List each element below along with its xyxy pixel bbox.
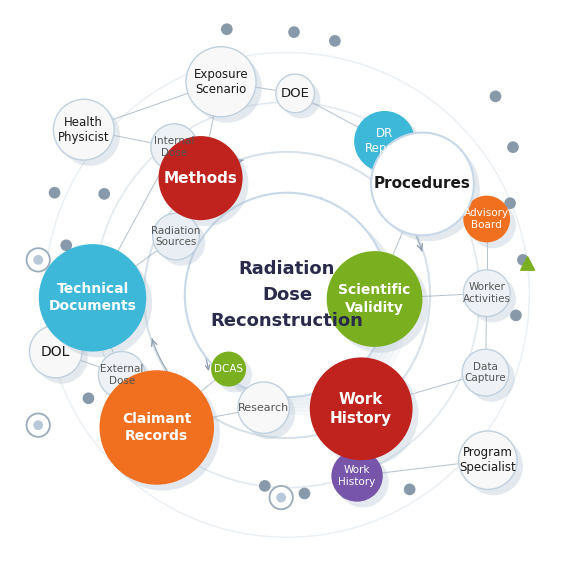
- Circle shape: [34, 255, 43, 265]
- Circle shape: [404, 484, 416, 495]
- Circle shape: [354, 111, 415, 172]
- Text: Data
Capture: Data Capture: [465, 362, 506, 383]
- Text: Claimant
Records: Claimant Records: [122, 412, 192, 443]
- Circle shape: [505, 197, 516, 209]
- Circle shape: [221, 23, 233, 35]
- Circle shape: [327, 251, 423, 347]
- Circle shape: [463, 196, 510, 242]
- Circle shape: [333, 257, 428, 353]
- Circle shape: [61, 239, 72, 251]
- Circle shape: [186, 47, 256, 117]
- Text: Work
History: Work History: [330, 392, 392, 426]
- Text: Technical
Documents: Technical Documents: [49, 282, 136, 314]
- Circle shape: [26, 413, 50, 437]
- Circle shape: [185, 193, 389, 397]
- Circle shape: [192, 53, 262, 123]
- Text: Scientific
Validity: Scientific Validity: [339, 283, 411, 315]
- Circle shape: [199, 207, 403, 411]
- Text: Radiation
Sources: Radiation Sources: [151, 226, 201, 247]
- Circle shape: [276, 493, 286, 502]
- Circle shape: [105, 376, 220, 491]
- Circle shape: [332, 450, 383, 502]
- Circle shape: [490, 91, 502, 102]
- Circle shape: [45, 250, 152, 357]
- Circle shape: [462, 349, 509, 396]
- Text: Program
Specialist: Program Specialist: [459, 446, 516, 474]
- Circle shape: [54, 99, 114, 160]
- Circle shape: [165, 142, 249, 226]
- Circle shape: [59, 105, 120, 166]
- Text: Internal
Dose: Internal Dose: [154, 137, 195, 158]
- Circle shape: [157, 130, 203, 176]
- Circle shape: [465, 437, 523, 495]
- Text: External
Dose: External Dose: [100, 364, 143, 385]
- Circle shape: [310, 357, 413, 460]
- Text: DCAS: DCAS: [214, 364, 243, 374]
- Circle shape: [211, 352, 246, 387]
- Circle shape: [316, 363, 419, 466]
- Text: Research: Research: [238, 402, 289, 413]
- Circle shape: [159, 136, 243, 220]
- Text: Worker
Activities: Worker Activities: [463, 283, 511, 304]
- Circle shape: [151, 124, 198, 171]
- Circle shape: [195, 203, 400, 408]
- Circle shape: [299, 488, 310, 499]
- Circle shape: [517, 254, 529, 266]
- Circle shape: [29, 325, 82, 378]
- Circle shape: [202, 210, 407, 415]
- Circle shape: [371, 133, 474, 235]
- Circle shape: [259, 480, 270, 492]
- Circle shape: [377, 138, 480, 241]
- Text: DOE: DOE: [280, 87, 310, 100]
- Text: Work
History: Work History: [339, 465, 376, 486]
- Circle shape: [269, 486, 293, 509]
- Text: Health
Physicist: Health Physicist: [58, 116, 109, 144]
- Text: Advisory
Board: Advisory Board: [464, 208, 509, 230]
- Circle shape: [99, 370, 214, 485]
- Circle shape: [26, 248, 50, 272]
- Circle shape: [34, 420, 43, 430]
- Circle shape: [469, 201, 516, 248]
- Text: Exposure
Scenario: Exposure Scenario: [193, 68, 248, 96]
- Circle shape: [244, 388, 295, 439]
- Circle shape: [337, 456, 389, 507]
- Circle shape: [469, 276, 516, 322]
- Polygon shape: [520, 257, 534, 270]
- Circle shape: [98, 352, 145, 398]
- Circle shape: [288, 26, 300, 38]
- Circle shape: [360, 117, 421, 178]
- Circle shape: [35, 331, 88, 384]
- Circle shape: [282, 80, 320, 119]
- Circle shape: [98, 188, 110, 200]
- Text: Procedures: Procedures: [374, 176, 471, 192]
- Circle shape: [192, 200, 396, 404]
- Text: Methods: Methods: [163, 171, 238, 186]
- Circle shape: [463, 270, 510, 317]
- Circle shape: [217, 357, 252, 392]
- Circle shape: [238, 382, 289, 433]
- Circle shape: [153, 213, 199, 260]
- Text: Radiation
Dose
Reconstruction: Radiation Dose Reconstruction: [211, 260, 363, 329]
- Circle shape: [39, 244, 146, 352]
- Circle shape: [49, 315, 61, 327]
- Circle shape: [459, 431, 517, 489]
- Circle shape: [276, 74, 315, 113]
- Circle shape: [82, 392, 94, 404]
- Text: DOL: DOL: [41, 345, 71, 359]
- Text: DR
Report: DR Report: [365, 127, 404, 155]
- Circle shape: [159, 219, 205, 266]
- Circle shape: [510, 310, 522, 321]
- Circle shape: [49, 187, 61, 199]
- Circle shape: [340, 488, 352, 499]
- Circle shape: [507, 141, 519, 153]
- Circle shape: [468, 355, 514, 402]
- Circle shape: [104, 357, 151, 404]
- Circle shape: [329, 35, 340, 47]
